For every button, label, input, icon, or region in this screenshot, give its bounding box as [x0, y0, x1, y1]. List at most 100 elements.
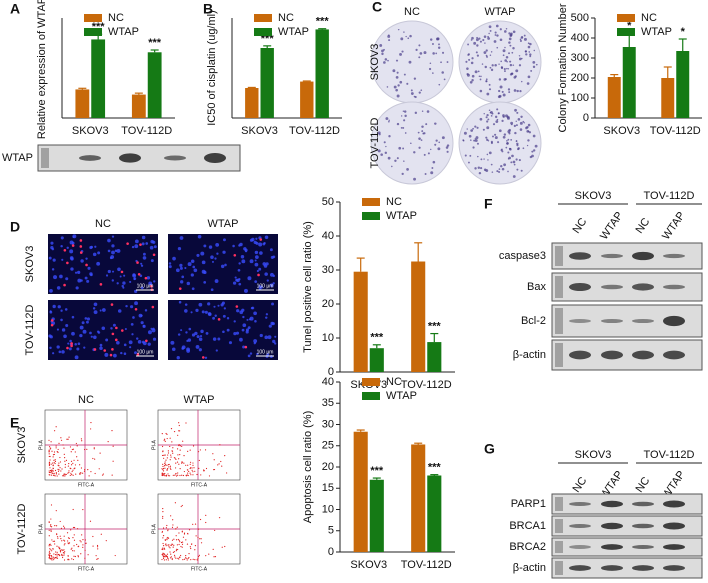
blot-label: β-actin [513, 349, 546, 361]
colony [396, 71, 399, 74]
panel-letter: F [484, 196, 493, 212]
nucleus [76, 347, 80, 351]
nucleus [254, 262, 259, 267]
nucleus [253, 311, 257, 316]
nucleus [255, 255, 259, 259]
error-bar [414, 242, 423, 262]
event [178, 532, 180, 534]
event [57, 537, 59, 539]
event [92, 457, 94, 460]
event [162, 547, 164, 549]
nucleus [52, 352, 55, 355]
blot-band [569, 252, 591, 260]
nucleus [254, 250, 259, 255]
nucleus [214, 314, 217, 317]
event [174, 474, 176, 476]
nucleus [112, 323, 116, 327]
event [162, 557, 165, 560]
event [73, 539, 76, 541]
nucleus [180, 329, 183, 332]
event [60, 554, 63, 556]
event [53, 553, 55, 555]
y-tick-label: 25 [322, 440, 334, 452]
colony [476, 54, 479, 57]
nucleus [177, 247, 182, 251]
tunel-positive [79, 239, 83, 242]
flow-x-label: FITC-A [191, 482, 208, 488]
colony [508, 41, 511, 44]
event [161, 553, 163, 556]
event [48, 535, 50, 537]
event [53, 540, 56, 542]
colony [397, 28, 400, 31]
event [197, 557, 199, 560]
nucleus [84, 276, 88, 280]
row-label: TOV-112D [16, 503, 28, 554]
tunel-positive [152, 253, 156, 257]
nucleus [130, 323, 134, 326]
nucleus [140, 286, 144, 290]
event [70, 464, 73, 466]
event [60, 549, 62, 551]
event [99, 452, 101, 454]
colony [516, 144, 519, 147]
bar [131, 94, 146, 118]
tunel-positive [79, 251, 83, 254]
colony [508, 156, 511, 160]
colony [394, 159, 397, 162]
event [173, 554, 176, 556]
colony [403, 73, 406, 76]
nucleus [223, 307, 226, 310]
colony [404, 132, 407, 134]
colony [512, 160, 516, 164]
event [49, 469, 52, 472]
nucleus [247, 326, 251, 330]
colony [401, 50, 404, 53]
nucleus [238, 278, 241, 281]
colony [485, 54, 488, 57]
nucleus [180, 280, 184, 284]
tunel-positive [99, 283, 103, 286]
event [163, 474, 165, 476]
event [67, 472, 69, 474]
colony [494, 136, 498, 140]
nucleus [241, 259, 246, 264]
colony [519, 57, 522, 61]
event [191, 543, 193, 545]
colony [403, 160, 405, 162]
event [50, 463, 52, 465]
colony [533, 49, 536, 52]
colony [434, 122, 437, 125]
nucleus [269, 355, 273, 358]
event [192, 445, 195, 447]
colony [529, 155, 533, 159]
y-tick-label: 200 [571, 72, 589, 84]
flow-y-label: PI-A [151, 523, 157, 533]
event [68, 436, 70, 438]
significance: *** [370, 465, 384, 477]
colony [512, 30, 516, 34]
event [81, 440, 83, 442]
event [192, 523, 194, 525]
colony [513, 124, 517, 128]
error-bar [134, 92, 143, 95]
event [48, 451, 50, 453]
nucleus [181, 275, 185, 279]
nucleus [239, 337, 243, 342]
nucleus [259, 333, 263, 338]
colony [463, 131, 467, 135]
event [52, 540, 54, 542]
nucleus [146, 276, 151, 280]
colony [486, 120, 489, 123]
legend-swatch [617, 28, 635, 36]
tunel-positive [244, 345, 248, 349]
colony [508, 91, 511, 94]
colony [424, 173, 427, 175]
colony [413, 177, 416, 181]
nucleus [57, 305, 61, 309]
y-axis-label: Tunel positive cell ratio (%) [302, 221, 314, 353]
x-tick-label: SKOV3 [603, 125, 640, 137]
colony [501, 150, 504, 153]
event [167, 557, 169, 560]
event [64, 475, 66, 477]
